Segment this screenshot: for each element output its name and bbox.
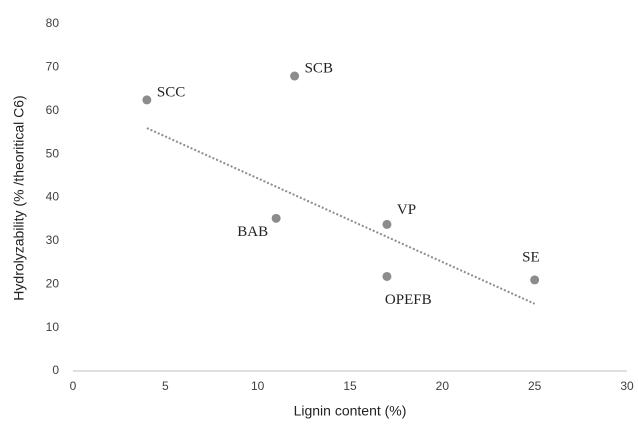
point-label: OPEFB (385, 292, 432, 308)
y-tick-label: 70 (46, 60, 60, 74)
x-tick-label: 30 (620, 379, 634, 393)
y-tick-label: 60 (46, 103, 60, 117)
x-tick-label: 5 (162, 379, 169, 393)
point (530, 275, 540, 285)
y-tick-label: 0 (52, 363, 59, 377)
y-tick-label: 30 (46, 233, 60, 247)
point-label: VP (397, 202, 416, 218)
point (382, 219, 392, 229)
y-axis-label: Hydrolyzability (% /theoritical C6) (11, 95, 27, 300)
x-tick-label: 25 (528, 379, 542, 393)
y-tick-label: 40 (46, 190, 60, 204)
point (142, 95, 152, 105)
y-tick-label: 80 (46, 16, 60, 30)
x-tick-label: 15 (343, 379, 357, 393)
x-tick-label: 0 (70, 379, 77, 393)
y-tick-label: 50 (46, 146, 60, 160)
x-tick-label: 20 (436, 379, 450, 393)
point (382, 271, 392, 281)
trendline (146, 127, 536, 305)
y-tick-label: 10 (46, 320, 60, 334)
y-tick-label: 20 (46, 276, 60, 290)
point-label: SCC (157, 84, 185, 100)
point (290, 71, 300, 81)
point-label: SCB (305, 60, 333, 76)
x-axis-label: Lignin content (%) (294, 403, 407, 419)
point-label: SE (522, 249, 540, 265)
point-label: BAB (237, 224, 268, 240)
x-tick-label: 10 (251, 379, 265, 393)
point (271, 213, 281, 223)
